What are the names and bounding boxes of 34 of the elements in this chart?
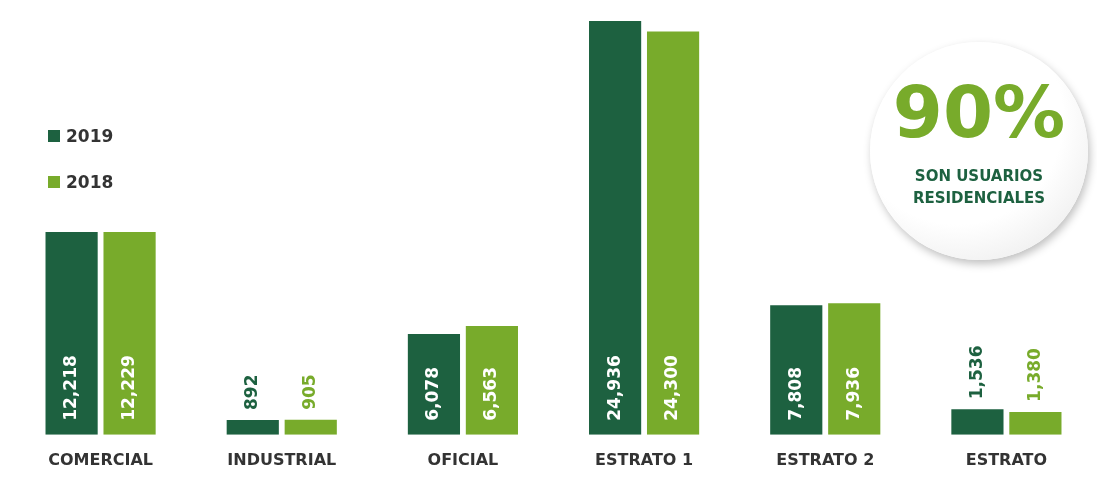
x-tick-label: OFICIAL [427,449,499,469]
annotation: SON USUARIOS RESIDENCIALES [911,166,1047,209]
data-label: 6,563 [480,367,501,421]
bar [45,232,98,435]
x-tick-label: COMERCIAL [48,449,153,469]
bar [103,231,156,435]
bar [407,333,461,435]
bar [1009,411,1062,435]
x-tick-label: ESTRATO 2 [776,449,875,469]
data-label: 7,936 [842,367,863,421]
x-tick-label: INDUSTRIAL [227,449,337,469]
data-label: 1,380 [1023,347,1044,402]
data-label: 905 [299,374,320,410]
bar [951,409,1004,435]
bar [284,419,337,435]
bar [646,31,700,435]
bar [589,21,642,435]
legend-label: 2019 [66,126,114,146]
data-label: 12,218 [60,355,81,421]
bar [770,305,823,435]
data-label: 6,078 [422,367,443,421]
bar [226,420,279,435]
data-label: 24,300 [661,355,682,421]
bar [465,325,518,435]
data-label: 1,536 [965,345,986,400]
data-label: 12,229 [117,355,138,421]
data-label: 892 [241,374,262,410]
bar [828,303,881,435]
data-label: 7,808 [784,367,805,421]
data-label: 24,936 [603,355,624,421]
annotation: 90% [891,70,1067,154]
x-tick-label: ESTRATO 1 [595,449,694,469]
legend-label: 2018 [66,172,114,192]
x-tick-label: ESTRATO [965,449,1048,469]
